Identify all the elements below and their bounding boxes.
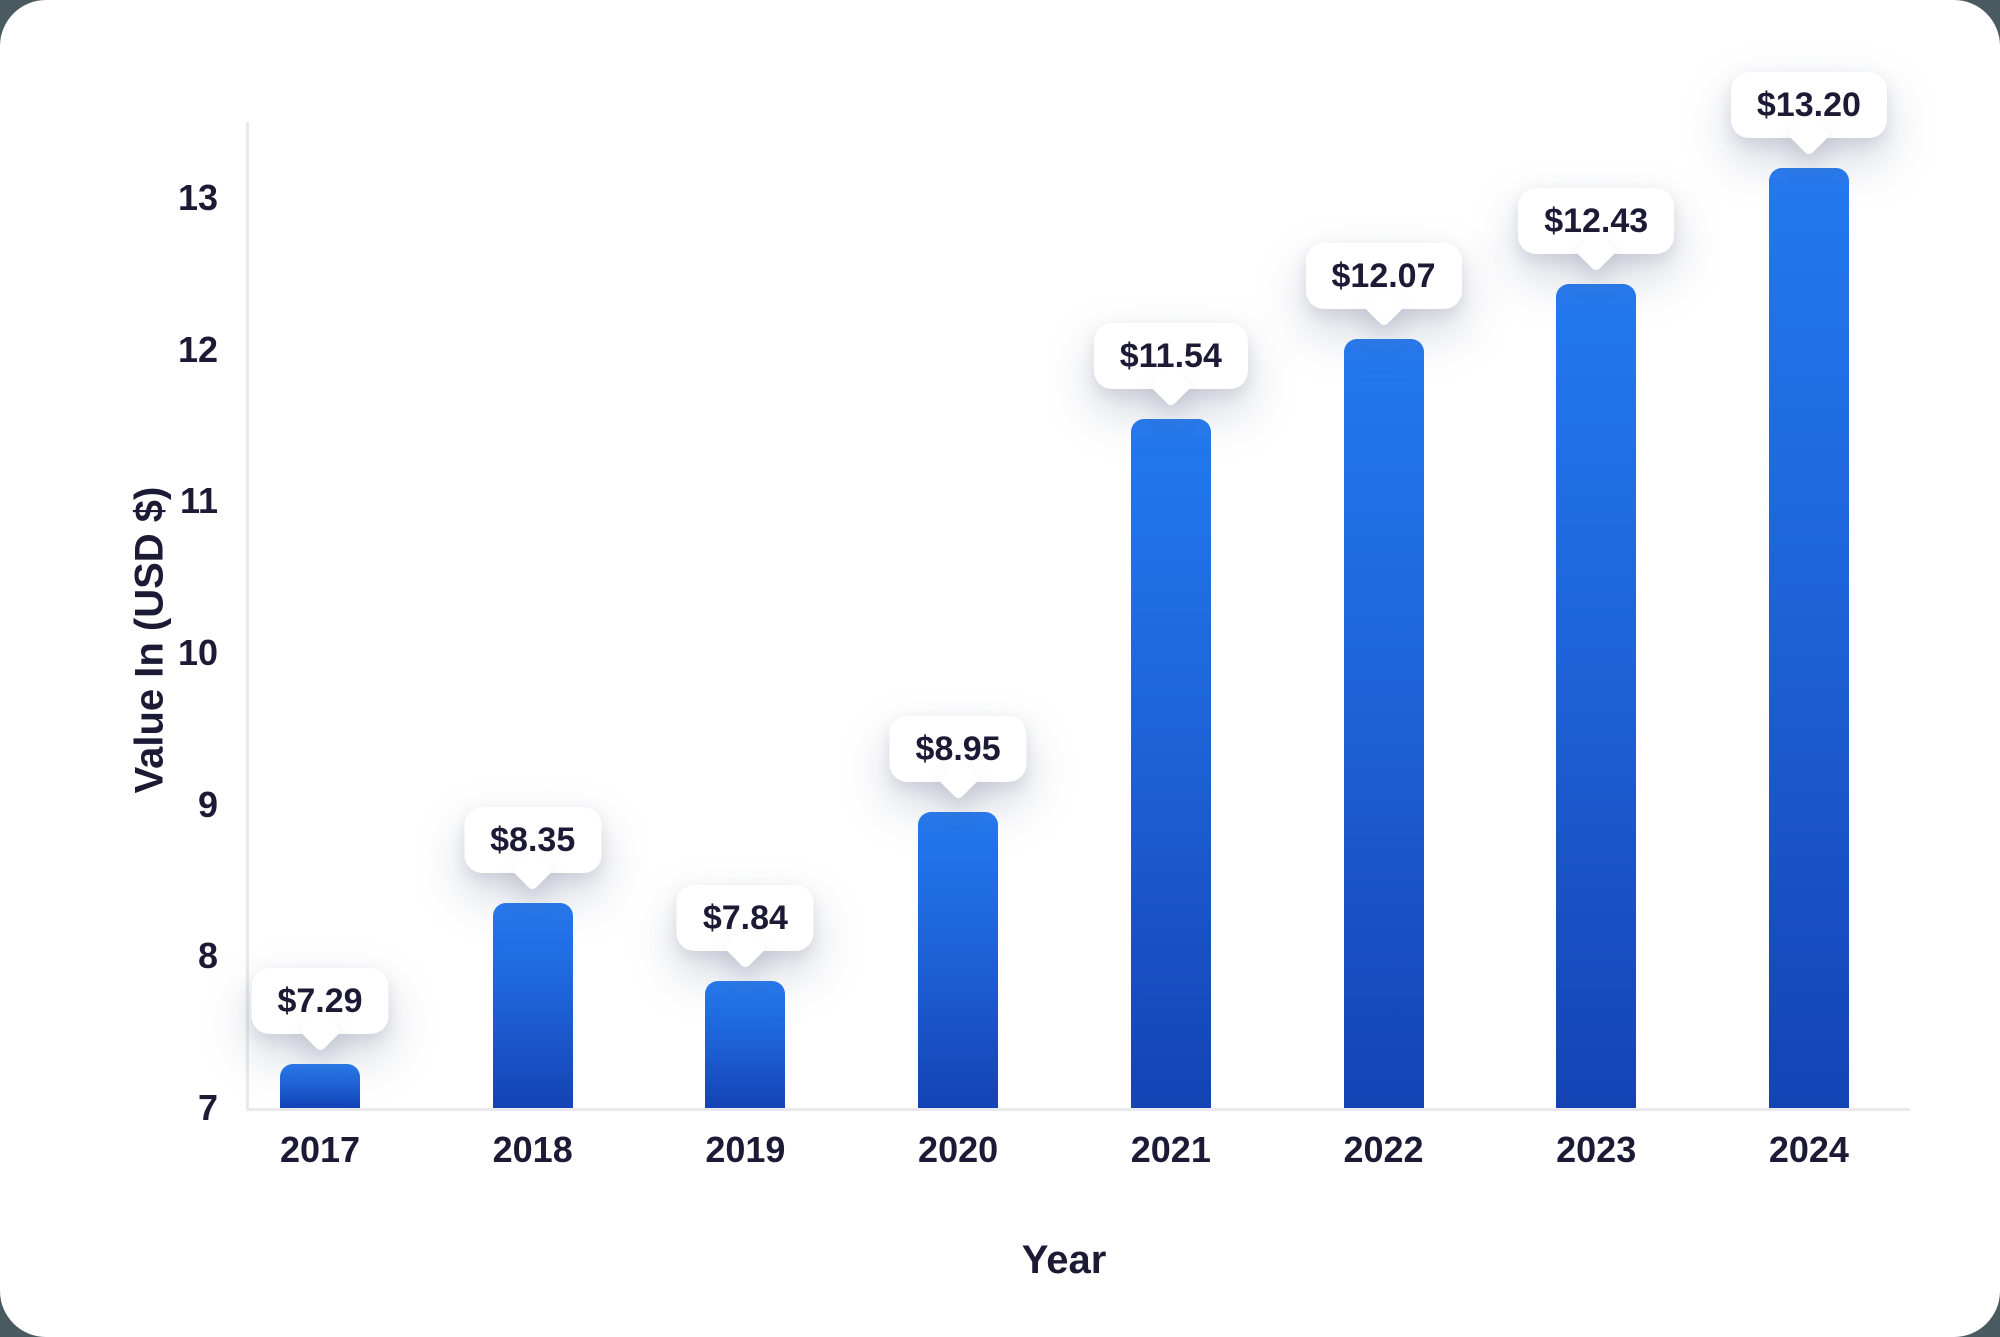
value-tooltip: $12.07	[1305, 242, 1462, 328]
bar-2022	[1343, 338, 1424, 1108]
bar-2021	[1130, 419, 1211, 1108]
x-tick-label: 2020	[918, 1129, 999, 1170]
value-tooltip-label: $11.54	[1093, 323, 1248, 408]
bar-2018	[492, 903, 573, 1108]
x-tick-label: 2023	[1556, 1129, 1637, 1170]
y-tick-label: 9	[197, 783, 218, 825]
tooltip-pointer	[1362, 284, 1405, 328]
value-tooltip: $8.95	[889, 716, 1027, 801]
y-tick-label: 11	[179, 480, 218, 522]
tooltip-pointer	[1787, 113, 1831, 156]
y-tick-label: 12	[177, 328, 218, 370]
value-tooltip: $7.29	[251, 968, 389, 1053]
tooltip-pointer	[724, 926, 767, 969]
value-tooltip: $13.20	[1730, 71, 1887, 156]
value-tooltip: $7.84	[676, 884, 814, 969]
tooltip-pointer	[298, 1009, 342, 1053]
x-tick-label: 2021	[1130, 1129, 1211, 1170]
value-tooltip-label: $13.20	[1730, 71, 1887, 156]
value-tooltip: $8.35	[464, 807, 602, 892]
x-tick-label: 2018	[492, 1129, 573, 1170]
value-tooltip-label: $8.35	[464, 807, 602, 892]
value-tooltip-label: $8.95	[889, 716, 1027, 801]
bar-2023	[1556, 284, 1637, 1108]
bar-2020	[918, 812, 999, 1108]
y-tick-label: 8	[197, 935, 218, 977]
value-tooltip-label: $12.07	[1305, 242, 1462, 328]
x-tick-label: 2022	[1343, 1129, 1424, 1170]
value-tooltip: $12.43	[1518, 188, 1675, 273]
value-tooltip-label: $12.43	[1518, 188, 1675, 273]
x-tick-label: 2017	[279, 1129, 361, 1170]
tooltip-pointer	[1574, 230, 1618, 273]
value-tooltip-label: $7.29	[251, 968, 389, 1053]
value-tooltip: $11.54	[1093, 323, 1248, 408]
bar-2019	[705, 980, 786, 1108]
y-tick-label: 13	[177, 176, 218, 218]
tooltip-pointer	[936, 757, 980, 801]
tooltip-pointer	[511, 848, 554, 892]
bar-2017	[280, 1064, 360, 1108]
y-axis-line	[246, 122, 249, 1111]
y-tick-label: 7	[197, 1087, 218, 1128]
tooltip-pointer	[1149, 365, 1193, 408]
value-tooltip-label: $7.84	[676, 884, 814, 969]
x-axis-title: Year	[1021, 1238, 1107, 1282]
x-axis-line	[246, 1108, 1910, 1111]
bar-2024	[1768, 167, 1849, 1108]
y-tick-label: 10	[177, 631, 218, 673]
x-tick-label: 2019	[705, 1129, 786, 1170]
x-tick-label: 2024	[1768, 1129, 1849, 1170]
